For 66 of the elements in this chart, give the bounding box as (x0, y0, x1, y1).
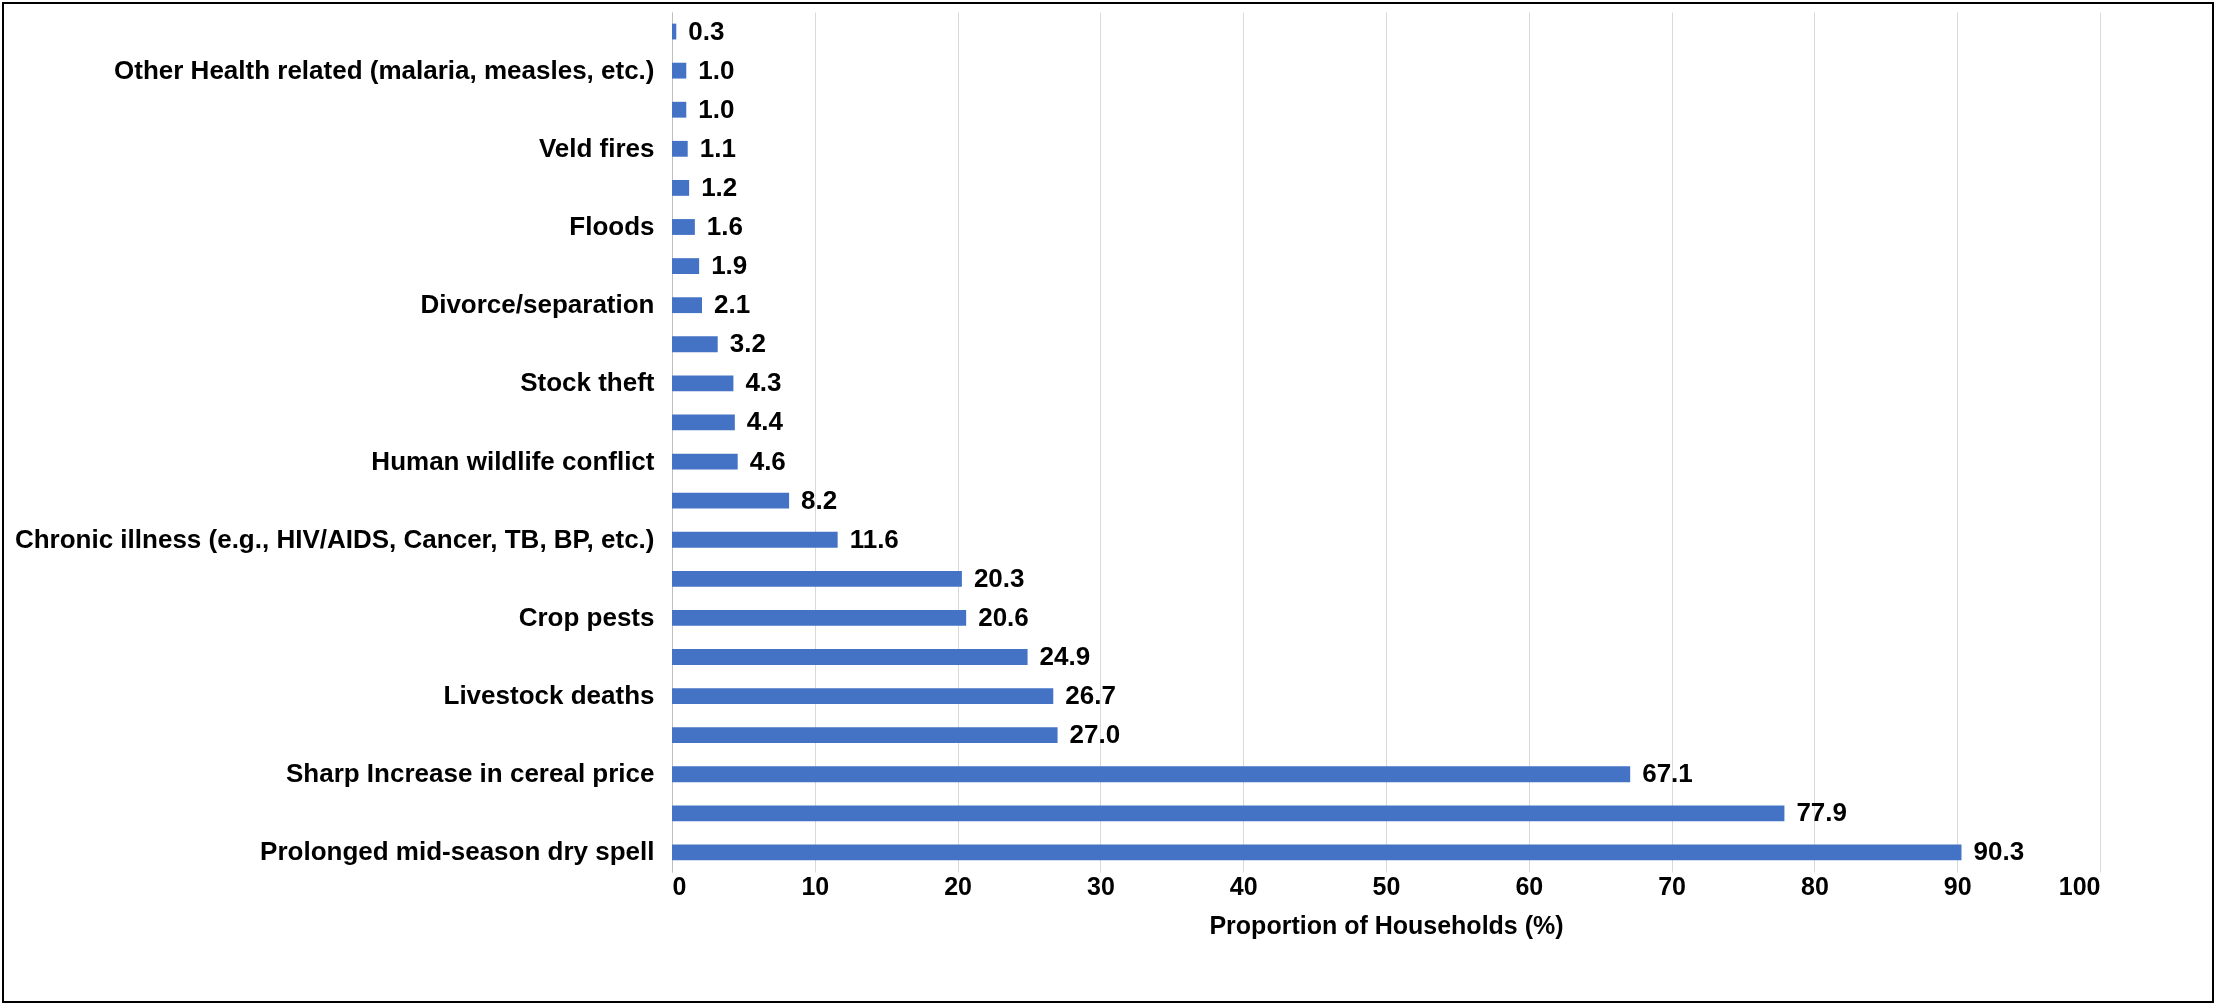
data-label: 1.1 (699, 132, 736, 163)
bar (672, 414, 735, 431)
x-tick-label: 70 (1658, 871, 1687, 900)
x-tick-label: 20 (944, 871, 973, 900)
bar (672, 805, 1785, 822)
data-label: 2.1 (713, 289, 751, 320)
bar (672, 766, 1631, 783)
bar (672, 649, 1028, 665)
x-axis-title: Proportion of Households (%) (1209, 910, 1564, 939)
y-tick-label: Divorce/separation (420, 289, 655, 320)
bar (672, 492, 790, 509)
data-label: 3.2 (729, 328, 766, 359)
data-label: 8.2 (801, 484, 838, 515)
x-tick-label: 60 (1515, 871, 1544, 900)
data-label: 67.1 (1642, 758, 1693, 789)
data-label: 1.9 (711, 250, 748, 281)
bar (672, 727, 1058, 744)
data-label: 90.3 (1973, 836, 2025, 867)
data-label: 24.9 (1039, 641, 1091, 671)
data-label: 1.2 (701, 171, 738, 202)
bar (672, 375, 734, 392)
data-label: 0.3 (688, 15, 725, 46)
bar (672, 219, 695, 235)
data-label: 11.6 (849, 523, 899, 554)
bar (672, 844, 1962, 861)
y-tick-label: Sharp Increase in cereal price (285, 758, 655, 789)
bar (672, 62, 687, 79)
bar (672, 570, 962, 587)
y-tick-label: Livestock deaths (443, 680, 655, 711)
data-label: 27.0 (1069, 719, 1121, 750)
y-tick-label: Prolonged mid-season dry spell (260, 836, 655, 867)
data-label: 4.3 (745, 367, 782, 398)
data-label: 1.6 (706, 211, 743, 241)
y-tick-label: Stock theft (520, 367, 655, 398)
data-label: 4.4 (746, 406, 784, 437)
bar (672, 258, 700, 275)
x-tick-label: 30 (1086, 871, 1115, 900)
x-tick-label: 40 (1229, 871, 1258, 900)
data-label: 4.6 (749, 445, 786, 476)
data-label: 1.0 (698, 54, 735, 85)
data-label: 20.6 (978, 601, 1029, 632)
x-tick-label: 90 (1943, 871, 1972, 900)
x-tick-label: 0 (672, 871, 687, 900)
y-tick-label: Other Health related (malaria, measles, etc.) (114, 54, 655, 85)
bar (672, 297, 702, 314)
data-label: 20.3 (973, 562, 1025, 593)
bar (672, 140, 688, 157)
y-tick-label: Crop pests (518, 601, 655, 632)
bar (672, 101, 687, 118)
y-tick-label: Veld fires (538, 132, 655, 163)
data-label: 77.9 (1796, 797, 1848, 828)
bar (672, 531, 838, 548)
bar (672, 179, 690, 196)
x-tick-label: 10 (801, 871, 830, 900)
data-label: 1.0 (698, 93, 735, 124)
y-tick-label: Floods (569, 211, 655, 241)
bar (672, 609, 967, 626)
x-tick-label: 100 (2058, 871, 2101, 900)
bar (672, 453, 738, 470)
x-tick-label: 80 (1800, 871, 1829, 900)
data-label: 26.7 (1065, 680, 1116, 711)
y-tick-label: Chronic illness (e.g., HIV/AIDS, Cancer, TB, BP, etc.) (14, 523, 655, 554)
x-tick-label: 50 (1372, 871, 1401, 900)
bar (672, 688, 1054, 705)
y-tick-label: Human wildlife conflict (371, 445, 655, 476)
bar (672, 336, 718, 353)
